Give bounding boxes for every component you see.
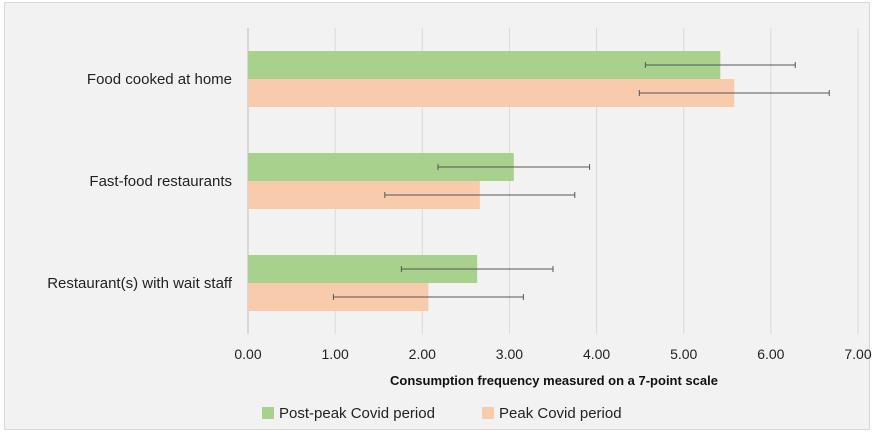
- x-tick-label: 1.00: [322, 346, 349, 362]
- legend: Post-peak Covid period Peak Covid period: [262, 405, 622, 422]
- error-bars: [332, 62, 830, 300]
- x-tick-label: 4.00: [583, 346, 610, 362]
- category-label: Restaurant(s) with wait staff: [47, 275, 233, 292]
- x-tick-label: 3.00: [496, 346, 523, 362]
- category-label: Food cooked at home: [87, 71, 232, 88]
- legend-label: Post-peak Covid period: [279, 405, 435, 422]
- category-label: Fast-food restaurants: [89, 173, 232, 190]
- legend-label: Peak Covid period: [499, 405, 622, 422]
- category-labels: Food cooked at home Fast-food restaurants…: [47, 71, 233, 292]
- x-tick-labels: 0.00 1.00 2.00 3.00 4.00 5.00 6.00 7.00: [234, 346, 871, 362]
- bars: [248, 51, 735, 311]
- bar: [248, 51, 721, 79]
- x-tick-label: 0.00: [234, 346, 261, 362]
- x-axis-title: Consumption frequency measured on a 7-po…: [390, 373, 718, 388]
- legend-swatch: [482, 407, 494, 419]
- x-tick-label: 6.00: [757, 346, 784, 362]
- x-tick-label: 2.00: [409, 346, 436, 362]
- legend-swatch: [262, 407, 274, 419]
- x-tick-label: 7.00: [844, 346, 871, 362]
- x-tick-label: 5.00: [670, 346, 697, 362]
